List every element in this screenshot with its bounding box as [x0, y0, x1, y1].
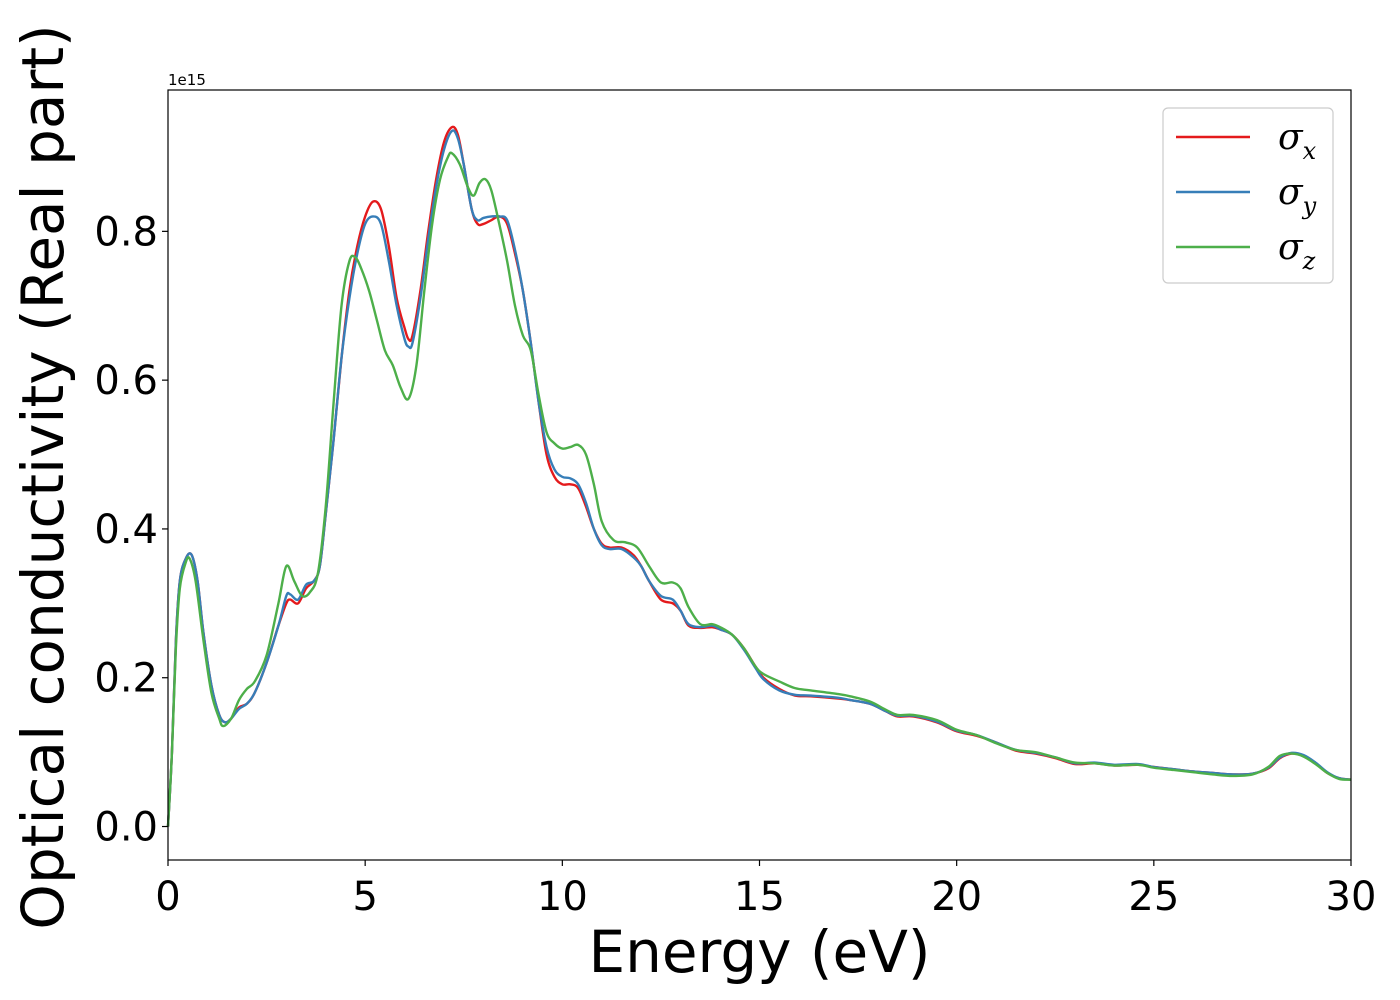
- x-tick-label: 15: [734, 874, 785, 920]
- y-tick-label: 0.6: [94, 358, 158, 404]
- y-offset-text: 1e15: [168, 71, 206, 89]
- y-axis-title: Optical conductivity (Real part): [9, 24, 77, 929]
- x-tick-label: 25: [1128, 874, 1179, 920]
- legend-entries: σx σy σz: [1176, 117, 1317, 275]
- x-tick-label: 20: [931, 874, 982, 920]
- y-axis: 0.0 0.2 0.4 0.6 0.8: [94, 209, 168, 851]
- series-line-z: [166, 151, 1352, 827]
- x-tick-label: 10: [537, 874, 588, 920]
- x-tick-label: 30: [1326, 874, 1377, 920]
- y-tick-label: 0.0: [94, 805, 158, 851]
- y-tick-label: 0.4: [94, 507, 158, 553]
- x-tick-label: 0: [155, 874, 180, 920]
- legend: σx σy σz: [1162, 107, 1334, 284]
- y-tick-label: 0.8: [94, 209, 158, 255]
- series-layer: [166, 125, 1352, 827]
- y-tick-label: 0.2: [94, 656, 158, 702]
- legend-label-y: σy: [1278, 172, 1317, 220]
- legend-box: [1162, 107, 1334, 284]
- x-axis: 0 5 10 15 20 25 30: [155, 860, 1376, 920]
- x-tick-label: 5: [352, 874, 377, 920]
- x-axis-title: Energy (eV): [588, 918, 930, 986]
- legend-label-x: σx: [1278, 117, 1317, 165]
- legend-label-z: σz: [1278, 227, 1316, 275]
